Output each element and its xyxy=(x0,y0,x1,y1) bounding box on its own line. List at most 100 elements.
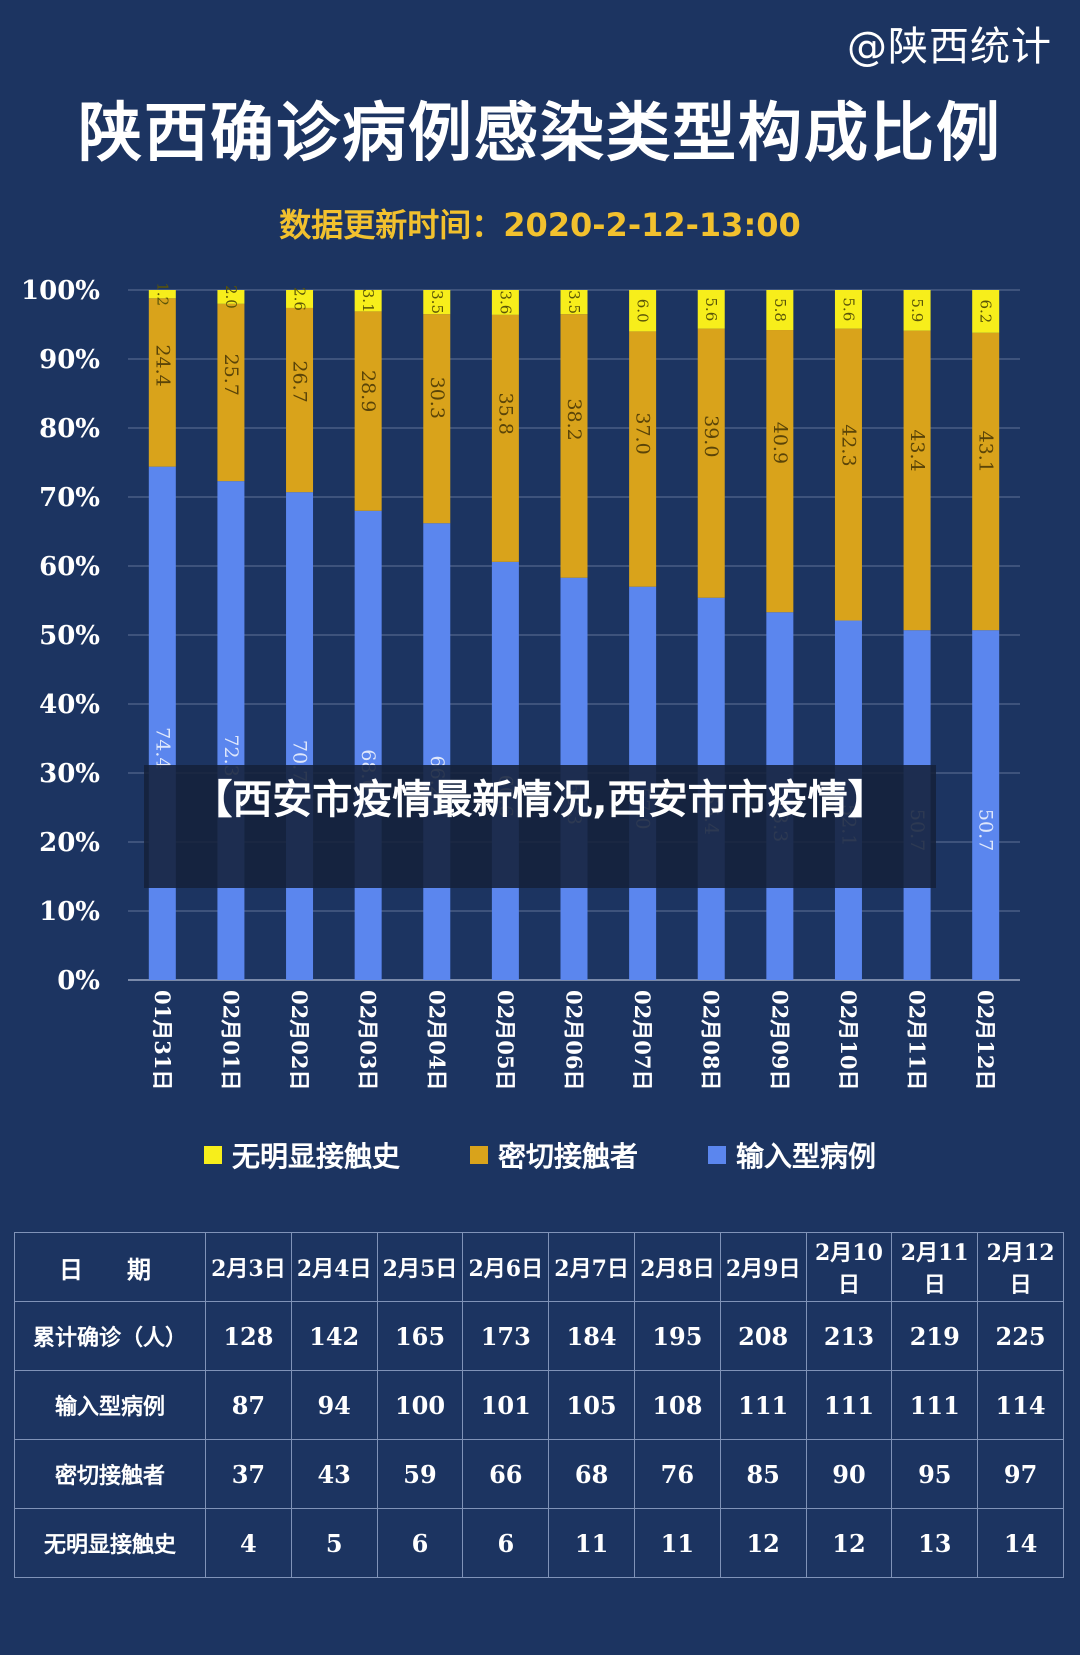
table-header-row: 日 期 2月3日 2月4日 2月5日 2月6日 2月7日 2月8日 2月9日 2… xyxy=(14,1232,1064,1302)
legend-label-imported: 输入型病例 xyxy=(736,1140,877,1173)
table-cell: 114 xyxy=(977,1370,1064,1440)
y-tick-label: 50% xyxy=(39,621,100,651)
table-cell: 6 xyxy=(462,1508,550,1578)
table-row: 累计确诊（人） 128 142 165 173 184 195 208 213 … xyxy=(14,1301,1064,1371)
x-tick-label: 02月02日 xyxy=(287,990,312,1090)
bar-segment xyxy=(697,328,725,598)
table-cell: 4 xyxy=(205,1508,292,1578)
y-tick-label: 80% xyxy=(39,414,100,444)
bar-segment xyxy=(286,492,314,980)
headline-text: 【西安市疫情最新情况,西安市市疫情】 xyxy=(192,777,888,823)
legend-swatch-unknown xyxy=(203,1146,222,1164)
bar-segment xyxy=(423,314,451,524)
table-header-cell: 2月3日 xyxy=(205,1232,292,1302)
table-row: 密切接触者 37 43 59 66 68 76 85 90 95 97 xyxy=(14,1439,1064,1509)
data-label: 5.9 xyxy=(908,298,926,322)
bar-segment xyxy=(354,510,382,980)
x-tick-label: 02月07日 xyxy=(630,990,655,1090)
data-label: 37.0 xyxy=(632,412,654,454)
table-cell: 100 xyxy=(376,1370,464,1440)
data-label: 6.0 xyxy=(634,299,652,323)
table-cell: 87 xyxy=(205,1370,292,1440)
bar-segment xyxy=(834,328,862,621)
legend-label-contact: 密切接触者 xyxy=(497,1140,638,1173)
table-cell: 66 xyxy=(462,1439,550,1509)
bar-segment xyxy=(148,290,176,299)
bar-segment xyxy=(354,311,382,511)
table-cell: 173 xyxy=(462,1301,550,1371)
table-row: 无明显接触史 4 5 6 6 11 11 12 12 13 14 xyxy=(14,1508,1064,1578)
table-cell: 59 xyxy=(376,1439,464,1509)
table-cell: 85 xyxy=(719,1439,807,1509)
update-time: 数据更新时间：2020-2-12-13:00 xyxy=(279,206,801,244)
x-tick-label: 01月31日 xyxy=(150,990,175,1090)
bar-segment xyxy=(972,630,1000,980)
legend-item-contact: 密切接触者 xyxy=(469,1135,638,1175)
table-cell: 94 xyxy=(290,1370,378,1440)
y-tick-label: 60% xyxy=(39,552,100,582)
bar-segment xyxy=(148,298,176,467)
table-header-cell: 2月6日 xyxy=(462,1232,550,1302)
chart-legend: 无明显接触史 密切接触者 输入型病例 xyxy=(0,1135,1080,1175)
table-cell: 68 xyxy=(548,1439,635,1509)
table-header-cell: 2月5日 xyxy=(376,1232,464,1302)
bar-segment xyxy=(972,290,1000,333)
row-label: 无明显接触史 xyxy=(14,1508,206,1578)
data-label: 6.2 xyxy=(977,299,995,323)
data-label: 5.6 xyxy=(702,297,720,321)
data-label: 50.7 xyxy=(975,809,997,851)
table-cell: 165 xyxy=(376,1301,464,1371)
table-cell: 184 xyxy=(548,1301,635,1371)
x-tick-label: 02月09日 xyxy=(767,990,792,1090)
table-cell: 76 xyxy=(633,1439,721,1509)
data-label: 35.8 xyxy=(494,392,516,434)
bar-segment xyxy=(560,290,588,315)
y-tick-label: 10% xyxy=(39,897,100,927)
data-label: 43.4 xyxy=(906,429,928,471)
row-label: 输入型病例 xyxy=(14,1370,206,1440)
table-cell: 142 xyxy=(290,1301,378,1371)
table-cell: 219 xyxy=(891,1301,979,1371)
x-tick-label: 02月06日 xyxy=(562,990,587,1090)
bar-segment xyxy=(423,290,451,315)
x-tick-label: 02月05日 xyxy=(493,990,518,1090)
table-header-cell: 2月11日 xyxy=(891,1232,979,1302)
bar-segment xyxy=(629,331,657,587)
table-cell: 97 xyxy=(977,1439,1064,1509)
y-tick-label: 20% xyxy=(39,828,100,858)
table-cell: 95 xyxy=(891,1439,979,1509)
x-tick-label: 02月12日 xyxy=(973,990,998,1090)
data-label: 25.7 xyxy=(220,354,242,396)
table-header-cell: 2月12日 xyxy=(977,1232,1064,1302)
bar-segment xyxy=(834,290,862,329)
bar-segment xyxy=(491,314,519,562)
y-tick-label: 90% xyxy=(39,345,100,375)
x-tick-label: 02月04日 xyxy=(424,990,449,1090)
table-header-cell: 2月8日 xyxy=(633,1232,721,1302)
headline-overlay xyxy=(144,765,936,888)
bar-segment xyxy=(148,466,176,980)
y-tick-label: 0% xyxy=(57,966,100,996)
data-label: 28.9 xyxy=(357,370,379,412)
data-label: 5.8 xyxy=(771,298,789,322)
chart-title: 陕西确诊病例感染类型构成比例 xyxy=(78,97,1002,171)
bar-segment xyxy=(286,290,314,308)
table-cell: 111 xyxy=(719,1370,807,1440)
table-cell: 11 xyxy=(633,1508,721,1578)
table-cell: 225 xyxy=(977,1301,1064,1371)
data-label: 3.5 xyxy=(565,290,583,314)
bar-segment xyxy=(766,290,794,331)
table-header-cell: 2月4日 xyxy=(290,1232,378,1302)
x-tick-label: 02月11日 xyxy=(905,990,930,1090)
table-header-cell: 2月7日 xyxy=(548,1232,635,1302)
data-label: 3.6 xyxy=(496,290,514,314)
legend-label-unknown: 无明显接触史 xyxy=(231,1140,400,1173)
y-tick-label: 100% xyxy=(21,276,100,306)
bar-segment xyxy=(217,290,245,304)
data-label: 5.6 xyxy=(839,297,857,321)
bar-segment xyxy=(286,307,314,493)
table-cell: 195 xyxy=(633,1301,721,1371)
data-label: 30.3 xyxy=(426,377,448,419)
bar-segment xyxy=(903,290,931,331)
x-tick-label: 02月08日 xyxy=(699,990,724,1090)
